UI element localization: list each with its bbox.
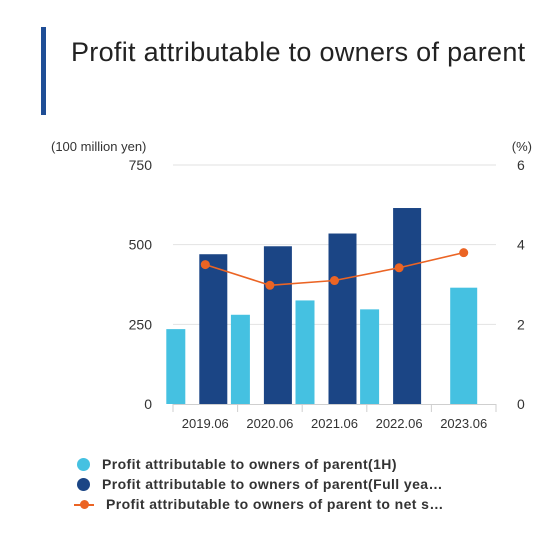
y-tick-label: 750	[129, 157, 153, 173]
ratio-point	[330, 276, 339, 286]
ratio-point	[459, 248, 469, 258]
bar-1h	[230, 314, 250, 404]
legend-marker-1h	[77, 457, 90, 471]
legend-label-ratio: Profit attributable to owners of parent …	[106, 496, 444, 512]
y-tick-label: 500	[129, 237, 153, 253]
legend-item-full-year[interactable]: Profit attributable to owners of parent(…	[74, 475, 544, 493]
title-accent-bar	[41, 27, 46, 115]
y2-tick-label: 0	[517, 396, 525, 412]
right-axis-unit: (%)	[512, 139, 532, 154]
legend-item-ratio[interactable]: Profit attributable to owners of parent …	[74, 495, 544, 513]
y2-tick-label: 2	[517, 316, 525, 332]
bar-1h	[166, 329, 186, 404]
legend-label-1h: Profit attributable to owners of parent(…	[102, 456, 397, 472]
x-tick-label: 2023.06	[440, 416, 487, 431]
y-tick-label: 0	[144, 396, 152, 412]
bar-1h	[295, 300, 315, 404]
bar-full-year	[393, 208, 422, 404]
chart-title: Profit attributable to owners of parent	[71, 37, 526, 67]
bar-1h	[360, 309, 380, 404]
ratio-point	[265, 280, 275, 290]
legend-marker-full-year	[77, 477, 90, 491]
bar-1h	[450, 287, 478, 404]
x-tick-label: 2022.06	[376, 416, 423, 431]
ratio-point	[200, 260, 210, 270]
y2-tick-label: 4	[517, 237, 525, 253]
x-tick-label: 2021.06	[311, 416, 358, 431]
x-tick-label: 2020.06	[246, 416, 293, 431]
chart-area: (100 million yen) (%) 0 250 500 750 0 2 4 6 2019.0…	[51, 139, 532, 431]
legend-label-full-year: Profit attributable to owners of parent(…	[102, 476, 443, 492]
left-axis-unit: (100 million yen)	[51, 139, 146, 154]
legend-marker-ratio	[74, 498, 94, 511]
y-tick-label: 250	[129, 316, 153, 332]
legend: Profit attributable to owners of parent(…	[74, 455, 544, 515]
legend-item-1h[interactable]: Profit attributable to owners of parent(…	[74, 455, 544, 473]
ratio-point	[394, 263, 404, 273]
bar-full-year	[263, 246, 292, 404]
x-tick-label: 2019.06	[182, 416, 229, 431]
bar-full-year	[328, 233, 357, 404]
y2-tick-label: 6	[517, 157, 525, 173]
bar-full-year	[199, 254, 228, 404]
